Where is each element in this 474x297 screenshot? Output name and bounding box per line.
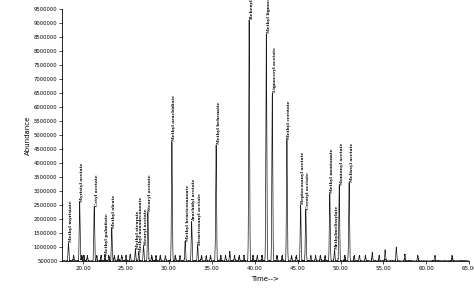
Text: Stearyl acetate: Stearyl acetate (148, 175, 152, 211)
Text: Lignoceryl acetate: Lignoceryl acetate (273, 47, 277, 92)
Text: Methylmelissylate: Methylmelissylate (335, 205, 339, 249)
Text: Heneicosanyl acetate: Heneicosanyl acetate (198, 193, 202, 245)
X-axis label: Time-->: Time--> (252, 276, 279, 282)
Text: Cerotyl acetate: Cerotyl acetate (306, 172, 310, 208)
Text: Methyl arachidiate: Methyl arachidiate (173, 95, 176, 141)
Text: Myristyl acetate: Myristyl acetate (80, 162, 84, 202)
Text: Montanyl acetate: Montanyl acetate (340, 142, 344, 185)
Text: Methyl montanate: Methyl montanate (330, 148, 334, 193)
Y-axis label: Abundance: Abundance (25, 116, 31, 155)
Text: Methyl cerotate: Methyl cerotate (287, 100, 292, 138)
Text: Stearyl acetate: Stearyl acetate (144, 208, 148, 245)
Text: Methyl oleate: Methyl oleate (112, 195, 116, 228)
Text: Melissyl acetate: Melissyl acetate (349, 143, 354, 182)
Text: Arachidyl acetate: Arachidyl acetate (192, 179, 196, 221)
Text: Heptacosanyl acetate: Heptacosanyl acetate (301, 152, 305, 204)
Text: Behenyl acetate: Behenyl acetate (250, 0, 254, 19)
Text: Methyl palmitate: Methyl palmitate (105, 213, 109, 255)
Text: Methyl myristate: Methyl myristate (69, 201, 73, 242)
Text: Cetyl acetate: Cetyl acetate (95, 174, 99, 206)
Text: Methyl nonadecanoate: Methyl nonadecanoate (139, 197, 143, 252)
Text: Methyl lignocerate: Methyl lignocerate (267, 0, 271, 33)
Text: Methyl heneicosanoate: Methyl heneicosanoate (186, 185, 190, 241)
Text: Methyl stearate: Methyl stearate (136, 211, 140, 249)
Text: Methyl behenaite: Methyl behenaite (217, 102, 220, 144)
